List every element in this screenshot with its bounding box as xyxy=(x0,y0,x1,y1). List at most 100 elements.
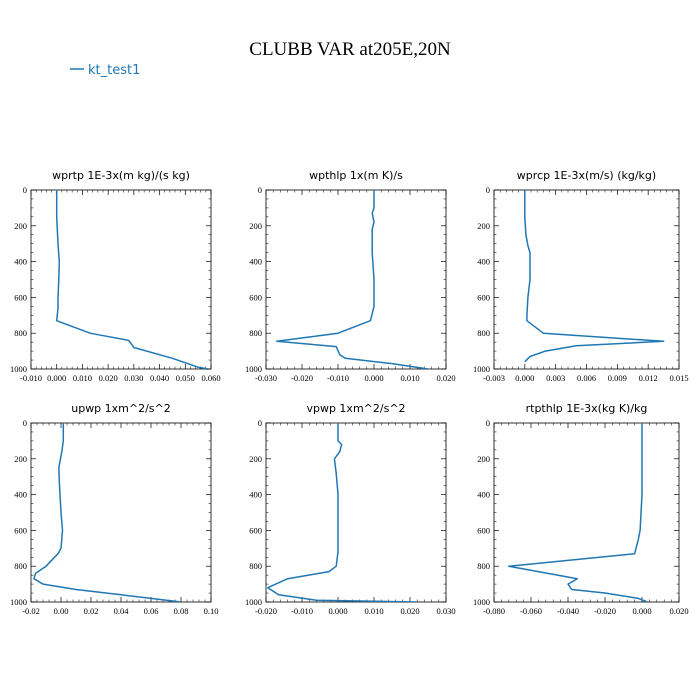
x-tick-label: 0.000 xyxy=(328,606,347,616)
y-tick-label: 0 xyxy=(486,185,490,195)
series-line-kt-test1 xyxy=(33,423,182,602)
x-tick-label: 0.04 xyxy=(114,606,130,616)
y-tick-label: 600 xyxy=(14,292,27,302)
y-tick-label: 800 xyxy=(14,561,27,571)
x-tick-label: 0.08 xyxy=(174,606,189,616)
y-tick-label: 200 xyxy=(477,221,490,231)
y-tick-label: 800 xyxy=(14,328,27,338)
x-tick-label: 0.030 xyxy=(436,606,455,616)
subplot-2: wpthlp 1x(m K)/s -0.030 -0.020 -0.010 0.000 0… xyxy=(245,169,456,383)
y-tick-label: 400 xyxy=(477,490,490,500)
y-tick-label: 400 xyxy=(249,257,262,267)
x-tick-label: 0.10 xyxy=(204,606,219,616)
x-tick-label: -0.010 xyxy=(327,373,349,383)
x-tick-label: 0.000 xyxy=(515,373,534,383)
y-tick-label: 800 xyxy=(249,328,262,338)
y-tick-label: 600 xyxy=(477,292,490,302)
x-tick-label: -0.003 xyxy=(483,373,505,383)
y-tick-label: 0 xyxy=(258,185,262,195)
plot-frame xyxy=(30,189,212,370)
x-tick-label: 0.010 xyxy=(73,373,92,383)
y-tick-label: 400 xyxy=(14,257,27,267)
series-line-kt-test1 xyxy=(508,423,648,602)
x-tick-label: -0.02 xyxy=(22,606,40,616)
x-tick-label: 0.009 xyxy=(608,373,627,383)
x-tick-label: 0.003 xyxy=(546,373,565,383)
x-tick-label: 0.020 xyxy=(99,373,118,383)
x-tick-label: 0.020 xyxy=(400,606,419,616)
y-tick-label: 800 xyxy=(477,561,490,571)
series-line-kt-test1 xyxy=(55,190,209,369)
x-tick-label: 0.040 xyxy=(150,373,169,383)
subplot-title: upwp 1xm^2/s^2 xyxy=(71,402,171,415)
x-tick-label: 0.000 xyxy=(47,373,66,383)
series-line-kt-test1 xyxy=(267,423,418,602)
plot-frame xyxy=(265,422,447,603)
x-tick-label: -0.060 xyxy=(520,606,542,616)
y-tick-label: 800 xyxy=(477,328,490,338)
x-tick-label: -0.020 xyxy=(594,606,616,616)
x-tick-label: 0.010 xyxy=(400,373,419,383)
y-tick-label: 400 xyxy=(14,490,27,500)
subplot-1: wprtp 1E-3x(m kg)/(s kg) -0.010 0.000 0.010… xyxy=(10,169,221,383)
x-tick-label: 0.020 xyxy=(436,373,455,383)
series-line-kt-test1 xyxy=(276,190,429,369)
y-tick-label: 200 xyxy=(249,454,262,464)
figure-title: CLUBB VAR at205E,20N xyxy=(249,39,451,60)
y-tick-label: 200 xyxy=(249,221,262,231)
subplot-grid: wprtp 1E-3x(m kg)/(s kg) -0.010 0.000 0.010… xyxy=(10,169,689,616)
x-tick-label: 0.020 xyxy=(669,606,688,616)
y-tick-label: 1000 xyxy=(10,364,27,374)
y-tick-label: 200 xyxy=(14,454,27,464)
subplot-title: wprtp 1E-3x(m kg)/(s kg) xyxy=(52,169,190,182)
subplot-5: vpwp 1xm^2/s^2 -0.020 -0.010 0.000 0.010 0.02… xyxy=(245,402,456,616)
y-tick-label: 400 xyxy=(249,490,262,500)
subplot-title: vpwp 1xm^2/s^2 xyxy=(306,402,405,415)
x-tick-label: -0.030 xyxy=(255,373,277,383)
x-tick-label: -0.020 xyxy=(255,606,277,616)
x-tick-label: 0.060 xyxy=(201,373,220,383)
y-tick-label: 1000 xyxy=(245,597,262,607)
y-tick-label: 600 xyxy=(14,525,27,535)
y-tick-label: 0 xyxy=(23,185,27,195)
y-tick-label: 200 xyxy=(477,454,490,464)
y-tick-label: 0 xyxy=(486,418,490,428)
plot-frame xyxy=(493,422,680,603)
subplot-6: rtpthlp 1E-3x(kg K)/kg -0.080 -0.060 -0.040… xyxy=(473,402,689,616)
plot-frame xyxy=(30,422,212,603)
x-tick-label: 0.030 xyxy=(124,373,143,383)
y-tick-label: 1000 xyxy=(473,364,490,374)
x-tick-label: 0.015 xyxy=(669,373,688,383)
subplot-title: wprcp 1E-3x(m/s) (kg/kg) xyxy=(517,169,656,182)
x-tick-label: -0.010 xyxy=(291,606,313,616)
x-tick-label: -0.040 xyxy=(557,606,579,616)
x-tick-label: -0.080 xyxy=(483,606,505,616)
y-tick-label: 200 xyxy=(14,221,27,231)
y-tick-label: 1000 xyxy=(10,597,27,607)
x-tick-label: 0.02 xyxy=(84,606,99,616)
x-tick-label: 0.010 xyxy=(364,606,383,616)
x-tick-label: 0.006 xyxy=(577,373,596,383)
series-line-kt-test1 xyxy=(524,190,665,363)
y-tick-label: 0 xyxy=(258,418,262,428)
subplot-3: wprcp 1E-3x(m/s) (kg/kg) -0.003 0.000 0.003… xyxy=(473,169,689,383)
x-tick-label: 0.06 xyxy=(144,606,159,616)
y-tick-label: 600 xyxy=(477,525,490,535)
x-tick-label: 0.012 xyxy=(639,373,658,383)
subplot-title: wpthlp 1x(m K)/s xyxy=(309,169,403,182)
x-tick-label: -0.020 xyxy=(291,373,313,383)
subplot-4: upwp 1xm^2/s^2 -0.02 0.00 0.02 0.04 0.06 0.08 0… xyxy=(10,402,218,616)
y-tick-label: 1000 xyxy=(473,597,490,607)
y-tick-label: 600 xyxy=(249,525,262,535)
y-tick-label: 1000 xyxy=(245,364,262,374)
x-tick-label: 0.000 xyxy=(364,373,383,383)
legend: kt_test1 xyxy=(70,63,140,78)
subplot-title: rtpthlp 1E-3x(kg K)/kg xyxy=(526,402,648,415)
y-tick-label: 800 xyxy=(249,561,262,571)
x-tick-label: 0.000 xyxy=(632,606,651,616)
y-tick-label: 0 xyxy=(23,418,27,428)
legend-label: kt_test1 xyxy=(88,63,140,78)
x-tick-label: -0.010 xyxy=(20,373,42,383)
y-tick-label: 400 xyxy=(477,257,490,267)
